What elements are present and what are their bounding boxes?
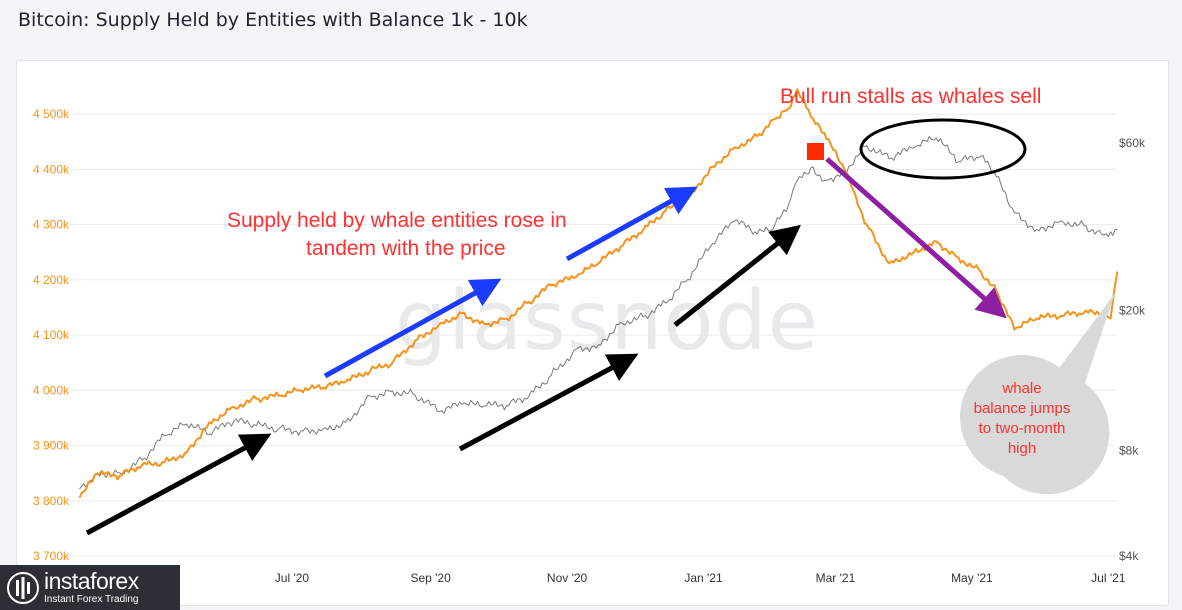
right-tick-label: $60k — [1119, 136, 1146, 150]
black-arrow-2 — [458, 353, 639, 452]
left-tick-label: 4 400k — [33, 162, 70, 176]
sell-marker — [807, 143, 824, 160]
chart-panel: 3 700k 3 800k 3 900k 4 000k 4 100k 4 200k 4 30… — [16, 60, 1169, 606]
annotation-supply-rose-line2: tandem with the price — [306, 237, 506, 260]
series-layer — [78, 88, 1119, 499]
instaforex-logo: instaforex Instant Forex Trading — [0, 565, 180, 610]
left-tick-label: 4 300k — [33, 218, 70, 232]
annotations: Bull run stalls as whales sell Supply he… — [85, 85, 1115, 536]
purple-arrow — [825, 157, 1007, 319]
callout-line-4: high — [1008, 440, 1036, 457]
left-tick-label: 4 000k — [33, 383, 70, 397]
price-line — [79, 136, 1118, 490]
right-tick-label: $8k — [1119, 443, 1139, 457]
annotation-bull-run: Bull run stalls as whales sell — [780, 85, 1041, 108]
black-arrow-1 — [85, 433, 272, 536]
blue-arrow-2 — [565, 186, 698, 262]
whale-sell-ellipse — [859, 118, 1027, 180]
brand-tagline: Instant Forex Trading — [44, 594, 139, 605]
callout-line-1: whale — [1001, 380, 1041, 397]
left-tick-label: 4 200k — [33, 273, 70, 287]
left-tick-label: 4 500k — [33, 107, 70, 121]
x-tick-label: Jul '21 — [1091, 571, 1126, 585]
annotation-supply-rose-line1: Supply held by whale entities rose in — [227, 209, 567, 232]
x-tick-label: May '21 — [951, 571, 993, 585]
chart-svg: 3 700k 3 800k 3 900k 4 000k 4 100k 4 200k 4 30… — [33, 85, 1146, 585]
x-tick-label: Jul '20 — [275, 571, 310, 585]
x-tick-label: Jan '21 — [684, 571, 723, 585]
right-tick-label: $4k — [1119, 549, 1139, 563]
right-tick-label: $20k — [1119, 303, 1146, 317]
x-tick-label: Mar '21 — [816, 571, 856, 585]
supply-line — [78, 88, 1119, 499]
black-arrow-3 — [673, 224, 801, 327]
callout-circle — [960, 355, 1084, 479]
x-tick-label: Nov '20 — [547, 571, 588, 585]
callout-line-2: balance jumps — [974, 400, 1071, 417]
left-tick-label: 3 900k — [33, 439, 70, 453]
watermark: glassnode — [395, 274, 819, 369]
x-tick-label: Sep '20 — [410, 571, 451, 585]
left-tick-label: 4 100k — [33, 328, 70, 342]
instaforex-logo-icon — [7, 571, 39, 604]
page-title: Bitcoin: Supply Held by Entities with Ba… — [18, 9, 528, 31]
brand-name: instaforex — [44, 568, 139, 594]
left-tick-label: 3 800k — [33, 494, 70, 508]
blue-arrow-1 — [323, 278, 502, 379]
left-tick-label: 3 700k — [33, 549, 70, 563]
right-axis-ticks: $4k $8k $20k $60k — [1119, 136, 1146, 563]
left-axis-ticks: 3 700k 3 800k 3 900k 4 000k 4 100k 4 200k 4 30… — [33, 107, 70, 563]
callout-line-3: to two-month — [979, 420, 1066, 437]
